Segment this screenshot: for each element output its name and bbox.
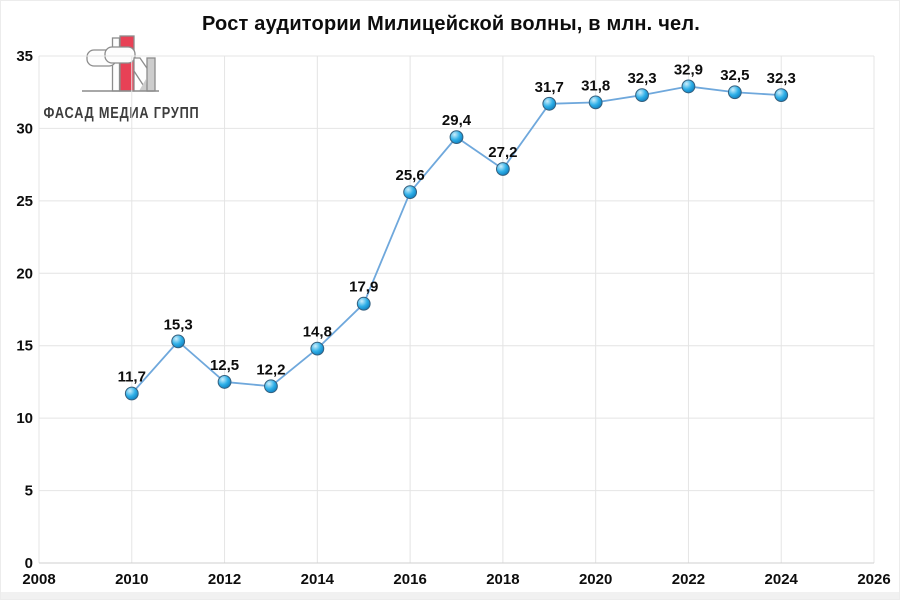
y-tick-label: 0 <box>25 555 33 572</box>
x-tick-label: 2022 <box>672 571 705 588</box>
data-point-label: 27,2 <box>488 144 517 161</box>
y-tick-label: 20 <box>16 265 33 282</box>
data-point-label: 32,5 <box>720 67 749 84</box>
company-logo: ФАСАД МЕДИА ГРУПП <box>44 35 200 122</box>
logo-text: ФАСАД МЕДИА ГРУПП <box>44 105 200 122</box>
data-point-marker <box>542 96 557 111</box>
data-point-label: 14,8 <box>303 324 332 341</box>
data-point-label: 32,3 <box>627 70 656 87</box>
data-point-marker <box>681 79 696 94</box>
series-layer <box>124 79 789 401</box>
x-tick-label: 2012 <box>208 571 241 588</box>
data-point-label: 12,5 <box>210 357 239 374</box>
y-tick-label: 5 <box>25 483 33 500</box>
data-point-label: 31,7 <box>535 79 564 96</box>
data-point-label: 32,9 <box>674 61 703 78</box>
data-point-marker <box>727 85 742 100</box>
data-point-marker <box>310 341 325 356</box>
x-tick-label: 2014 <box>301 571 335 588</box>
data-point-label: 32,3 <box>767 70 796 87</box>
x-tick-label: 2008 <box>22 571 55 588</box>
data-label-layer: 11,7 15,3 12,5 12,2 14,8 17,9 25,6 29,4 27,2 31,7… <box>118 61 796 385</box>
logo-mark <box>82 35 159 92</box>
grid-layer <box>38 55 875 563</box>
data-point-label: 11,7 <box>118 369 146 386</box>
data-point-marker <box>403 185 418 200</box>
data-point-marker <box>124 386 139 401</box>
x-tick-label: 2020 <box>579 571 612 588</box>
bottom-edge-strip <box>1 592 899 599</box>
y-tick-label: 35 <box>16 48 33 65</box>
data-point-label: 29,4 <box>442 112 472 129</box>
x-tick-label: 2026 <box>857 571 890 588</box>
chart-title: Рост аудитории Милицейской волны, в млн.… <box>202 13 700 35</box>
data-point-marker <box>171 334 186 349</box>
logo-f-loop-right <box>104 46 136 64</box>
data-point-marker <box>774 88 789 103</box>
y-tick-label: 10 <box>16 410 33 427</box>
y-tick-label: 15 <box>16 338 33 355</box>
x-tick-label: 2010 <box>115 571 148 588</box>
data-point-marker <box>356 296 371 311</box>
x-tick-label: 2024 <box>765 571 799 588</box>
x-tick-label: 2016 <box>393 571 426 588</box>
data-point-marker <box>495 162 510 176</box>
y-tick-label: 30 <box>16 120 33 137</box>
data-point-marker <box>588 95 603 110</box>
data-point-label: 25,6 <box>396 167 425 184</box>
y-tick-label: 25 <box>16 193 33 210</box>
data-point-marker <box>449 130 464 145</box>
logo-m-notch <box>139 79 147 91</box>
data-point-label: 31,8 <box>581 77 610 94</box>
x-tick-label: 2018 <box>486 571 519 588</box>
data-point-marker <box>264 379 278 394</box>
data-point-label: 15,3 <box>164 316 193 333</box>
data-point-label: 12,2 <box>256 361 285 378</box>
data-point-marker <box>635 88 649 103</box>
data-point-label: 17,9 <box>349 279 378 296</box>
data-point-marker <box>217 375 232 389</box>
axis-layer: 2008 2010 2012 2014 2016 2018 2020 2022 2024 2026… <box>16 48 890 588</box>
